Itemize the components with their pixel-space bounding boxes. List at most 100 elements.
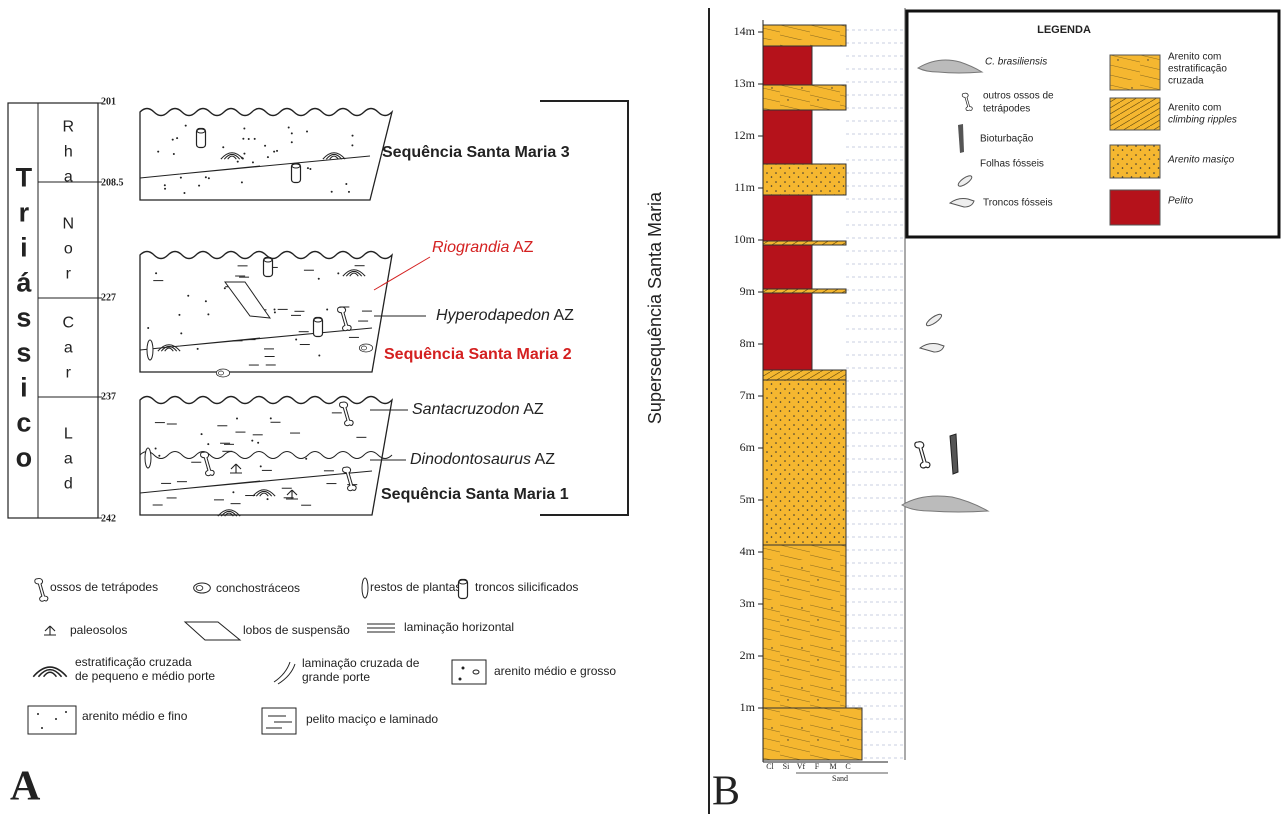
zone-name: Hyperodapedon bbox=[436, 307, 550, 324]
legend-icon bbox=[459, 580, 468, 599]
grain-dot bbox=[185, 125, 187, 127]
grain-dot bbox=[326, 308, 328, 310]
grain-size-label: Si bbox=[783, 762, 790, 771]
panel-label: A bbox=[10, 764, 41, 810]
depth-label: 8m bbox=[740, 336, 756, 350]
grain-dot bbox=[157, 151, 159, 153]
legend-label: lobos de suspensão bbox=[243, 623, 350, 637]
grain-size-label: M bbox=[829, 762, 836, 771]
ages: 201 208.5 227 237 242 bbox=[101, 96, 124, 524]
grain-dot bbox=[267, 498, 269, 500]
grain-size-label: Cl bbox=[766, 762, 774, 771]
grain-dot bbox=[176, 137, 178, 139]
figure: Triássico Rha Nor Car Lad 201 208.5 227 … bbox=[0, 0, 1284, 814]
grain-dot bbox=[274, 311, 276, 313]
legend-icon bbox=[274, 662, 295, 684]
depth-label: 7m bbox=[740, 388, 756, 402]
bed bbox=[763, 25, 846, 46]
grain-dot bbox=[254, 138, 256, 140]
legend-label: C. brasiliensis bbox=[985, 57, 1047, 68]
age-label: 242 bbox=[101, 513, 116, 524]
depth-label: 6m bbox=[740, 440, 756, 454]
grain-dot bbox=[198, 185, 200, 187]
grain-dot bbox=[180, 177, 182, 179]
legend-icon bbox=[35, 578, 48, 601]
log-icon bbox=[314, 318, 323, 337]
bed bbox=[763, 46, 812, 85]
grain-dot bbox=[236, 418, 238, 420]
grain-dot bbox=[307, 167, 309, 169]
bed bbox=[763, 110, 812, 164]
zone-label: Dinodontosaurus AZ bbox=[410, 451, 555, 468]
zone-suffix: AZ bbox=[553, 307, 574, 324]
panel-label: B bbox=[712, 769, 740, 814]
plant-icon bbox=[145, 448, 151, 468]
depth-labels: 1m2m3m4m5m6m7m8m9m10m11m12m13m14m bbox=[734, 24, 763, 714]
legend-icon bbox=[452, 660, 486, 684]
panel-a: Triássico Rha Nor Car Lad 201 208.5 227 … bbox=[8, 96, 665, 809]
legend-swatch bbox=[1110, 145, 1160, 178]
grain-dot bbox=[224, 287, 226, 289]
grain-dot bbox=[237, 161, 239, 163]
legend-icon bbox=[28, 706, 76, 734]
stage-name: Car bbox=[60, 315, 77, 390]
bed bbox=[763, 195, 812, 241]
depth-label: 9m bbox=[740, 284, 756, 298]
zone-suffix: AZ bbox=[535, 451, 556, 468]
sequence-label: Sequência Santa Maria 2 bbox=[384, 346, 572, 363]
age-label: 201 bbox=[101, 96, 116, 107]
sequence-label: Sequência Santa Maria 3 bbox=[382, 144, 570, 161]
grain-dot bbox=[331, 191, 333, 193]
trunk-fossil bbox=[920, 344, 944, 353]
grain-dot bbox=[173, 153, 175, 155]
stage-name: Nor bbox=[60, 216, 77, 291]
grain-dot bbox=[183, 192, 185, 194]
legend-icon bbox=[262, 708, 296, 734]
grain-dot bbox=[243, 127, 245, 129]
grain-size-label: C bbox=[845, 762, 850, 771]
grain-dot bbox=[207, 313, 209, 315]
bed bbox=[763, 708, 862, 760]
legend-title: LEGENDA bbox=[1037, 24, 1091, 36]
panel-b: 1m2m3m4m5m6m7m8m9m10m11m12m13m14m ClSiVf… bbox=[712, 8, 1279, 814]
fossil-occurrences bbox=[902, 312, 988, 512]
depth-label: 14m bbox=[734, 24, 756, 38]
legend-icon bbox=[194, 583, 211, 593]
bioturbation bbox=[950, 434, 958, 474]
grain-dot bbox=[295, 338, 297, 340]
grain-dot bbox=[178, 314, 180, 316]
bone-fossil bbox=[915, 442, 930, 468]
legend-label: pelito maciço e laminado bbox=[306, 712, 438, 726]
legend-label: Pelito bbox=[1168, 196, 1193, 207]
grain-dot bbox=[351, 144, 353, 146]
depth-label: 11m bbox=[734, 180, 756, 194]
grain-dot bbox=[267, 156, 269, 158]
zone-name: Riograndia bbox=[432, 239, 509, 256]
legend-label: laminação horizontal bbox=[404, 620, 514, 634]
legend-label: Bioturbação bbox=[980, 134, 1034, 145]
legend-label: Folhas fósseis bbox=[980, 159, 1044, 170]
grain-dot bbox=[257, 442, 259, 444]
grain-dot bbox=[345, 183, 347, 185]
grain-dot bbox=[242, 138, 244, 140]
plant-icon bbox=[147, 340, 153, 360]
bed bbox=[763, 245, 812, 289]
legend-label: estratificação bbox=[1168, 64, 1227, 75]
sequence-blocks bbox=[140, 109, 392, 517]
grain-dot bbox=[260, 465, 262, 467]
grain-dot bbox=[248, 138, 250, 140]
column-gridlines bbox=[846, 30, 905, 758]
grain-dot bbox=[273, 151, 275, 153]
grain-dot bbox=[251, 440, 253, 442]
grain-dot bbox=[252, 161, 254, 163]
grain-dot bbox=[348, 191, 350, 193]
legend-label: Arenito com bbox=[1168, 52, 1221, 63]
grain-dot bbox=[318, 278, 320, 280]
legend-label: laminação cruzada de bbox=[302, 656, 420, 670]
legend-swatch bbox=[1110, 98, 1160, 130]
grain-size-label: F bbox=[815, 762, 820, 771]
period-name: Triássico bbox=[9, 163, 39, 478]
depth-label: 13m bbox=[734, 76, 756, 90]
grain-dot bbox=[232, 491, 234, 493]
grain-dot bbox=[291, 141, 293, 143]
